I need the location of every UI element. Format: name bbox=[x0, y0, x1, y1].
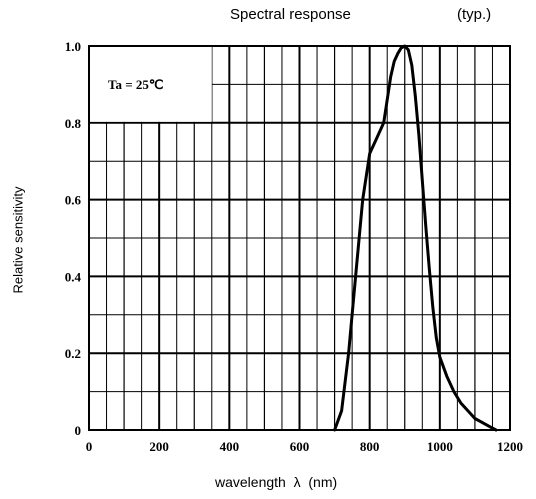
temperature-annotation: Ta = 25℃ bbox=[108, 77, 164, 92]
x-axis-label: wavelength λ (nm) bbox=[215, 474, 338, 490]
y-tick-labels: 0 0.2 0.4 0.6 0.8 1.0 bbox=[65, 39, 82, 438]
plot-frame bbox=[88, 45, 511, 431]
x-tick-label: 1000 bbox=[427, 439, 453, 454]
x-tick-label: 200 bbox=[149, 439, 169, 454]
y-tick-label: 0.2 bbox=[65, 346, 81, 361]
y-tick-label: 0 bbox=[75, 423, 82, 438]
chart-subtitle: (typ.) bbox=[457, 6, 492, 23]
annotation-box bbox=[90, 47, 212, 122]
y-tick-label: 0.4 bbox=[65, 269, 82, 284]
y-tick-label: 0.8 bbox=[65, 116, 82, 131]
y-tick-label: 1.0 bbox=[65, 39, 81, 54]
x-tick-label: 600 bbox=[290, 439, 310, 454]
x-tick-label: 400 bbox=[220, 439, 240, 454]
x-tick-label: 0 bbox=[86, 439, 93, 454]
sensitivity-curve bbox=[333, 44, 498, 432]
y-tick-label: 0.6 bbox=[65, 193, 82, 208]
chart-title: Spectral response bbox=[230, 6, 351, 23]
x-tick-label: 1200 bbox=[497, 439, 523, 454]
x-tick-label: 800 bbox=[360, 439, 380, 454]
x-tick-labels: 0 200 400 600 800 1000 1200 bbox=[86, 439, 523, 454]
